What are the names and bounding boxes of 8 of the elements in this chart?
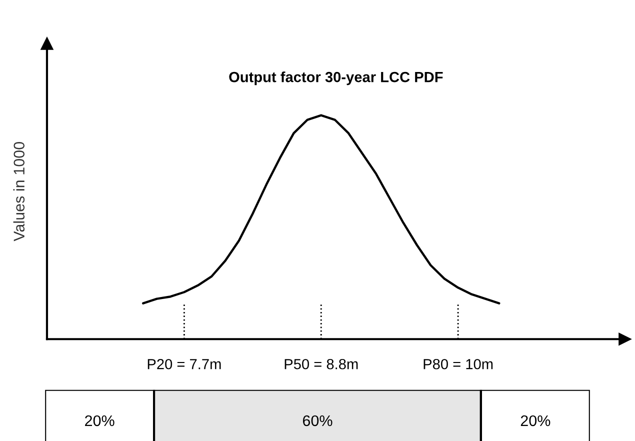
data-label: 20% [520,415,550,426]
x-tick-label: P80 = 10m [424,358,493,370]
chart-title: Output factor 30-year LCC PDF [229,72,443,86]
x-tick-label: P50 = 8.8m [284,358,358,370]
data-label: 20% [85,415,114,426]
data-label: 60% [302,415,332,426]
y-axis-title: Values in 1000 [13,142,25,242]
x-tick-label: P20 = 7.7m [148,358,221,370]
